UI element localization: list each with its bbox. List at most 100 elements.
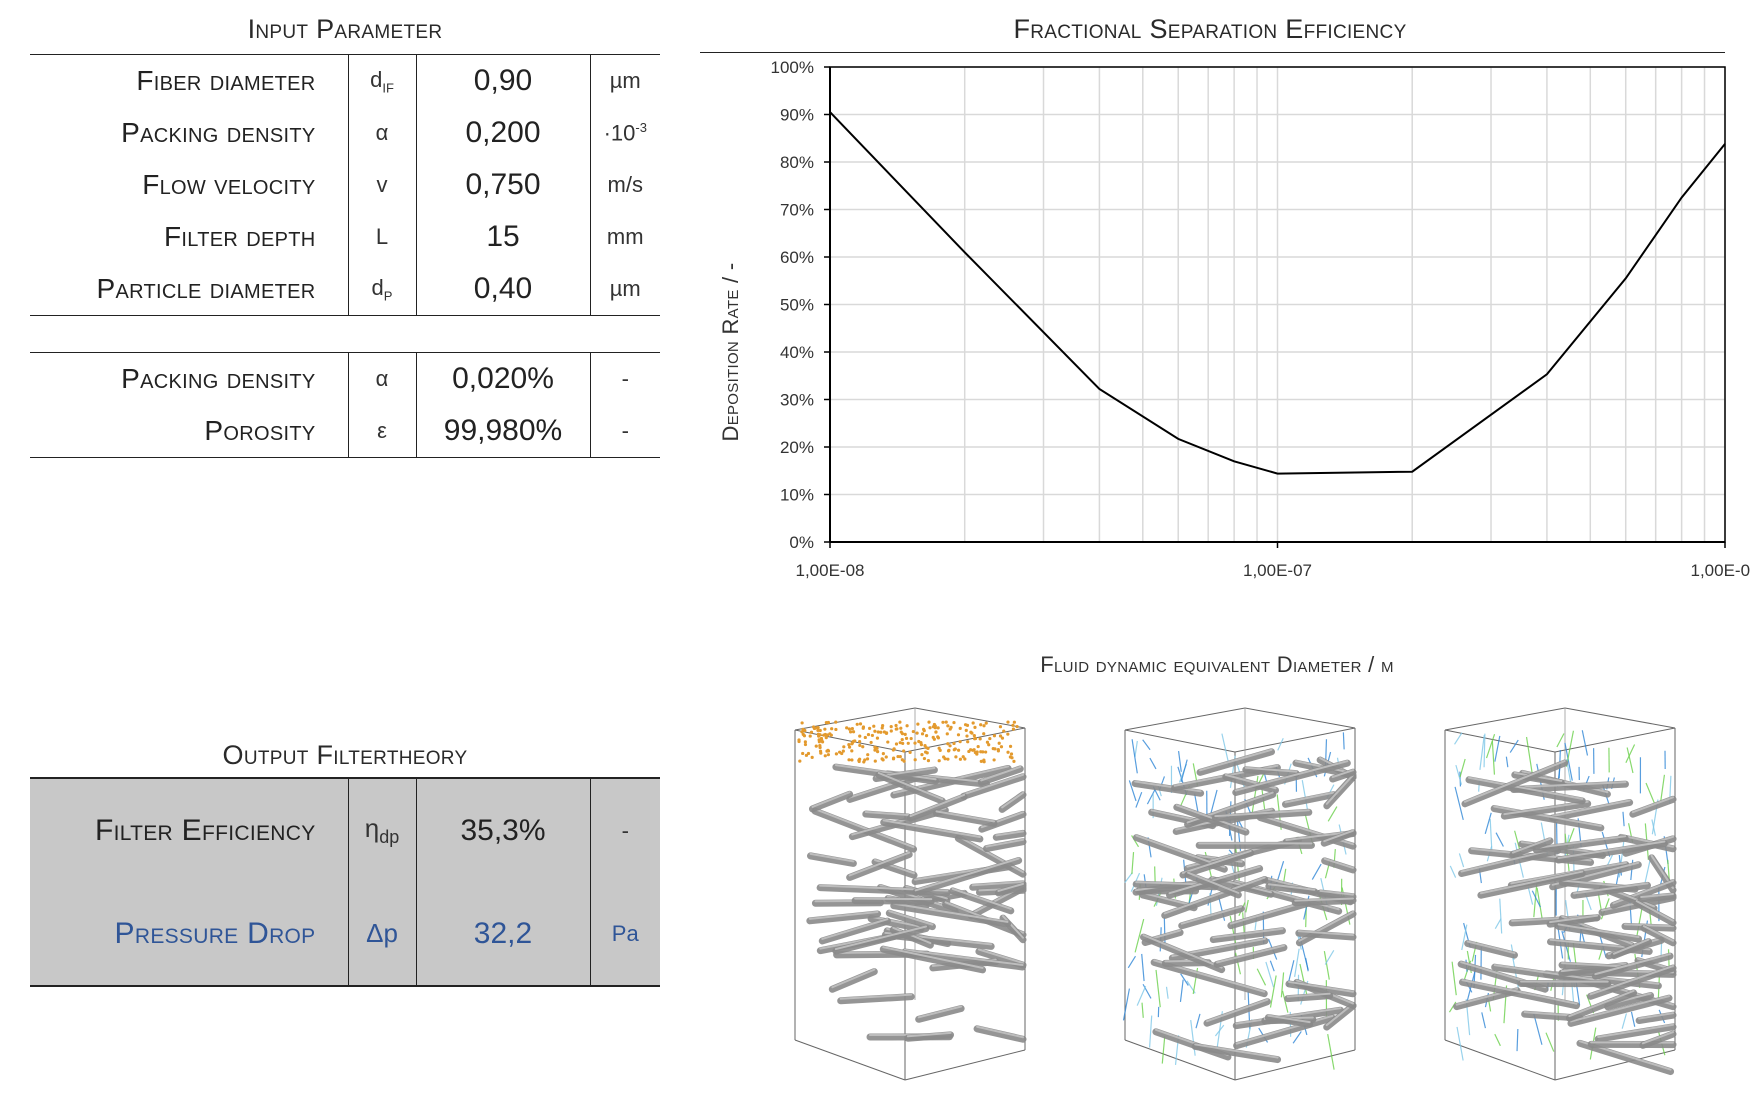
particle [880,726,884,730]
particle [857,759,861,764]
fiber [846,851,913,881]
fiber [1554,840,1668,864]
particle [902,759,906,763]
y-axis-label: Deposition Rate / - [718,263,743,442]
fiber-highlight [814,808,915,849]
streamline [1483,733,1486,768]
particle [946,742,950,746]
fiber-highlight [1216,944,1285,964]
particle [973,737,977,741]
streamline [1485,733,1496,759]
particle [1011,723,1015,727]
fiber-highlight [864,811,910,817]
particle [979,759,983,763]
particle [1012,720,1016,724]
fiber [907,793,968,822]
fiber [1213,944,1288,968]
fiber [1511,771,1565,787]
streamline [1245,899,1249,913]
particle [812,725,816,729]
particle [937,759,941,763]
fiber [1555,922,1643,943]
particle [858,743,862,748]
param-symbol: α [347,107,417,159]
particle [941,720,945,724]
param-value: 0,020% [452,362,554,395]
fiber-highlight [909,793,966,818]
fiber [885,909,936,931]
param-unit: ·10-3 [589,107,660,159]
particle [802,734,807,738]
fiber-highlight [917,1005,963,1019]
param-label: Porosity [204,415,316,446]
particle [999,745,1004,749]
param-value[interactable]: 15 [486,220,520,253]
particle [966,740,970,744]
streamline [1135,792,1143,808]
particle [834,752,839,756]
fiber-highlight [962,773,1024,796]
param-value[interactable]: 0,200 [465,116,541,149]
streamline [1131,835,1140,848]
fiber-highlight [1244,766,1298,773]
box-edge [914,707,1026,729]
particle [861,745,865,749]
fiber [862,810,912,821]
input-parameter-title: Input Parameter [247,14,443,44]
fiber-highlight [1323,829,1354,843]
streamline [1131,852,1135,875]
y-tick-label: 60% [780,248,814,267]
fiber [1209,927,1286,944]
streamline [1454,786,1464,821]
streamline [1481,1012,1487,1029]
particle [961,755,965,759]
particle [958,757,963,761]
fiber-highlight [1199,748,1273,772]
fiber [1242,766,1300,778]
streamline [1324,950,1335,965]
fiber-highlight [1466,940,1516,955]
streamline [1190,1019,1196,1056]
fiber [875,771,946,805]
particle [850,749,854,753]
param-value[interactable]: 0,90 [473,64,533,97]
param-label: Packing density [121,363,316,394]
fiber-highlight [1511,837,1552,854]
particle [976,744,980,749]
fiber-highlight [985,838,1024,848]
particle [954,755,958,759]
particle [894,727,898,731]
y-tick-label: 40% [780,343,814,362]
streamline [1179,979,1184,1002]
param-value[interactable]: 0,40 [473,272,533,305]
fiber-highlight [1557,923,1640,938]
particle [891,757,896,761]
streamline [1161,1036,1166,1064]
particle [905,724,909,728]
output-symbol: Δp [347,882,417,986]
particle [851,730,856,734]
fiber [1140,933,1226,974]
particle [972,748,976,752]
fiber-highlight [995,830,1024,837]
box-edge [1124,1039,1236,1081]
particle [933,726,937,730]
fiber [1576,1039,1675,1076]
particle [847,758,851,762]
particle [876,749,880,754]
fiber-highlight [1214,809,1310,818]
particle [924,750,928,754]
streamline [1128,780,1137,802]
particle [845,726,849,730]
fiber-highlight [1284,791,1335,804]
particle [979,723,983,727]
streamline [1525,736,1533,775]
particle [936,726,940,730]
fiber [1211,808,1313,822]
fiber-highlight [1493,964,1609,983]
fiber [1281,791,1337,808]
table-row: Packing density α 0,200 ·10-3 [30,107,660,159]
param-value[interactable]: 0,750 [465,168,541,201]
particle [982,724,986,728]
particle [988,736,992,741]
